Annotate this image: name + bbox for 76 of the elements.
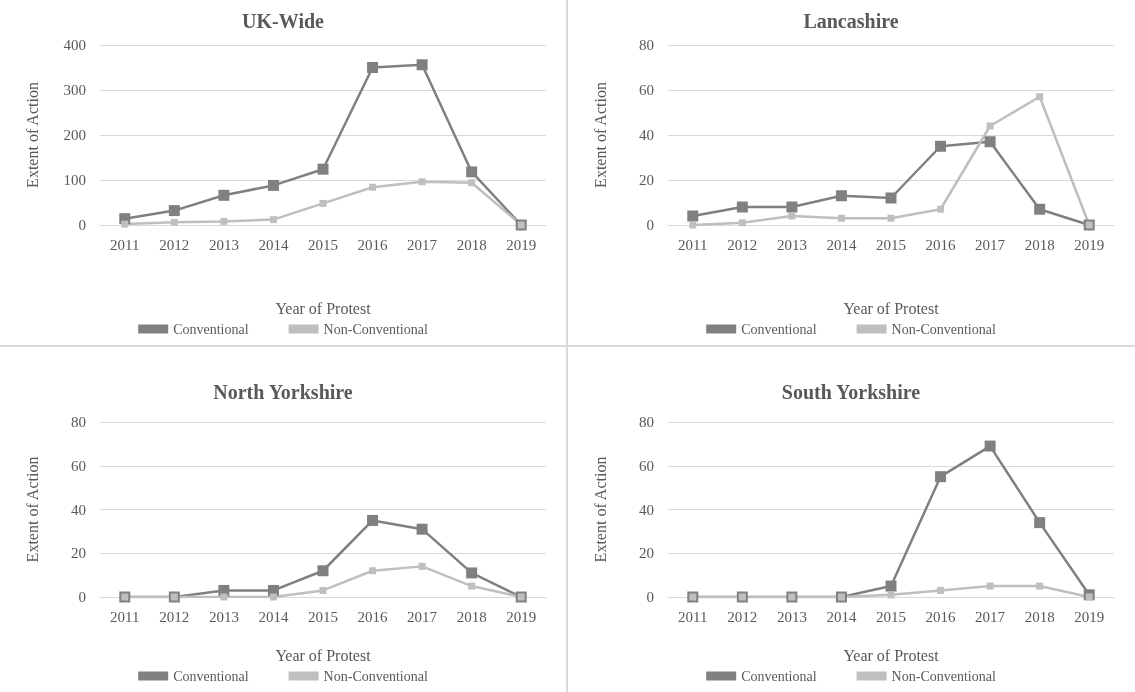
y-axis-title: Extent of Action: [591, 456, 609, 563]
x-tick-label: 2015: [876, 236, 906, 253]
x-tick-label: 2013: [208, 608, 239, 625]
legend-label: Non-Conventional: [323, 321, 428, 337]
x-axis-title: Year of Protest: [843, 299, 940, 317]
legend-label: Non-Conventional: [891, 668, 996, 684]
y-tick-label: 0: [646, 589, 654, 605]
x-tick-label: 2012: [727, 608, 758, 625]
x-tick-label: 2015: [308, 608, 338, 625]
x-axis-title: Year of Protest: [275, 646, 372, 664]
x-tick-label: 2016: [925, 236, 957, 253]
y-tick-label: 300: [63, 82, 86, 98]
x-tick-label: 2015: [876, 608, 906, 625]
y-tick-label: 0: [78, 589, 86, 605]
x-tick-label: 2018: [1024, 608, 1055, 625]
x-axis-title: Year of Protest: [275, 299, 372, 317]
y-tick-label: 0: [646, 217, 654, 233]
x-tick-label: 2014: [258, 236, 289, 253]
chart-title: South Yorkshire: [781, 381, 921, 403]
x-tick-label: 2017: [407, 236, 438, 253]
x-tick-label: 2014: [826, 608, 857, 625]
x-tick-label: 2011: [678, 608, 708, 625]
y-tick-label: 40: [71, 501, 86, 518]
legend-label: Conventional: [741, 321, 817, 337]
y-tick-label: 0: [78, 217, 86, 233]
y-tick-label: 100: [63, 172, 86, 188]
x-tick-label: 2016: [357, 608, 389, 625]
x-tick-label: 2015: [308, 236, 338, 253]
y-axis-title: Extent of Action: [23, 456, 41, 563]
y-tick-label: 60: [639, 82, 654, 98]
x-tick-label: 2013: [776, 236, 807, 253]
x-tick-label: 2019: [1074, 236, 1105, 253]
x-tick-label: 2019: [506, 236, 537, 253]
y-tick-label: 60: [71, 457, 86, 474]
x-tick-label: 2012: [159, 608, 190, 625]
legend-label: Non-Conventional: [323, 668, 428, 684]
x-tick-label: 2011: [110, 236, 140, 253]
x-tick-label: 2019: [1074, 608, 1105, 625]
legend-label: Conventional: [741, 668, 817, 684]
y-tick-label: 60: [639, 457, 654, 474]
y-tick-label: 20: [71, 545, 86, 562]
y-tick-label: 80: [639, 414, 654, 430]
y-tick-label: 20: [639, 545, 654, 562]
y-axis-title: Extent of Action: [591, 82, 609, 188]
chart-title: UK-Wide: [242, 10, 325, 32]
x-tick-label: 2014: [826, 236, 857, 253]
x-tick-label: 2018: [456, 236, 487, 253]
x-axis-title: Year of Protest: [843, 646, 940, 664]
legend-label: Conventional: [173, 668, 249, 684]
y-tick-label: 80: [71, 414, 86, 430]
x-tick-label: 2011: [678, 236, 708, 253]
chart-title: Lancashire: [803, 10, 899, 32]
x-tick-label: 2019: [506, 608, 537, 625]
legend-label: Non-Conventional: [891, 321, 996, 337]
y-tick-label: 20: [639, 172, 654, 188]
x-tick-label: 2017: [975, 608, 1006, 625]
x-tick-label: 2018: [1024, 236, 1055, 253]
x-tick-label: 2014: [258, 608, 289, 625]
x-tick-label: 2011: [110, 608, 140, 625]
x-tick-label: 2018: [456, 608, 487, 625]
y-tick-label: 200: [63, 127, 86, 143]
y-axis-title: Extent of Action: [23, 82, 41, 188]
x-tick-label: 2017: [975, 236, 1006, 253]
chart-title: North Yorkshire: [213, 381, 353, 403]
x-tick-label: 2016: [357, 236, 389, 253]
y-tick-label: 40: [639, 501, 654, 518]
x-tick-label: 2016: [925, 608, 957, 625]
x-tick-label: 2013: [776, 608, 807, 625]
x-tick-label: 2013: [208, 236, 239, 253]
legend-label: Conventional: [173, 321, 249, 337]
x-tick-label: 2012: [727, 236, 758, 253]
y-tick-label: 80: [639, 37, 654, 53]
x-tick-label: 2017: [407, 608, 438, 625]
y-tick-label: 40: [639, 127, 654, 143]
x-tick-label: 2012: [159, 236, 190, 253]
y-tick-label: 400: [63, 37, 86, 53]
